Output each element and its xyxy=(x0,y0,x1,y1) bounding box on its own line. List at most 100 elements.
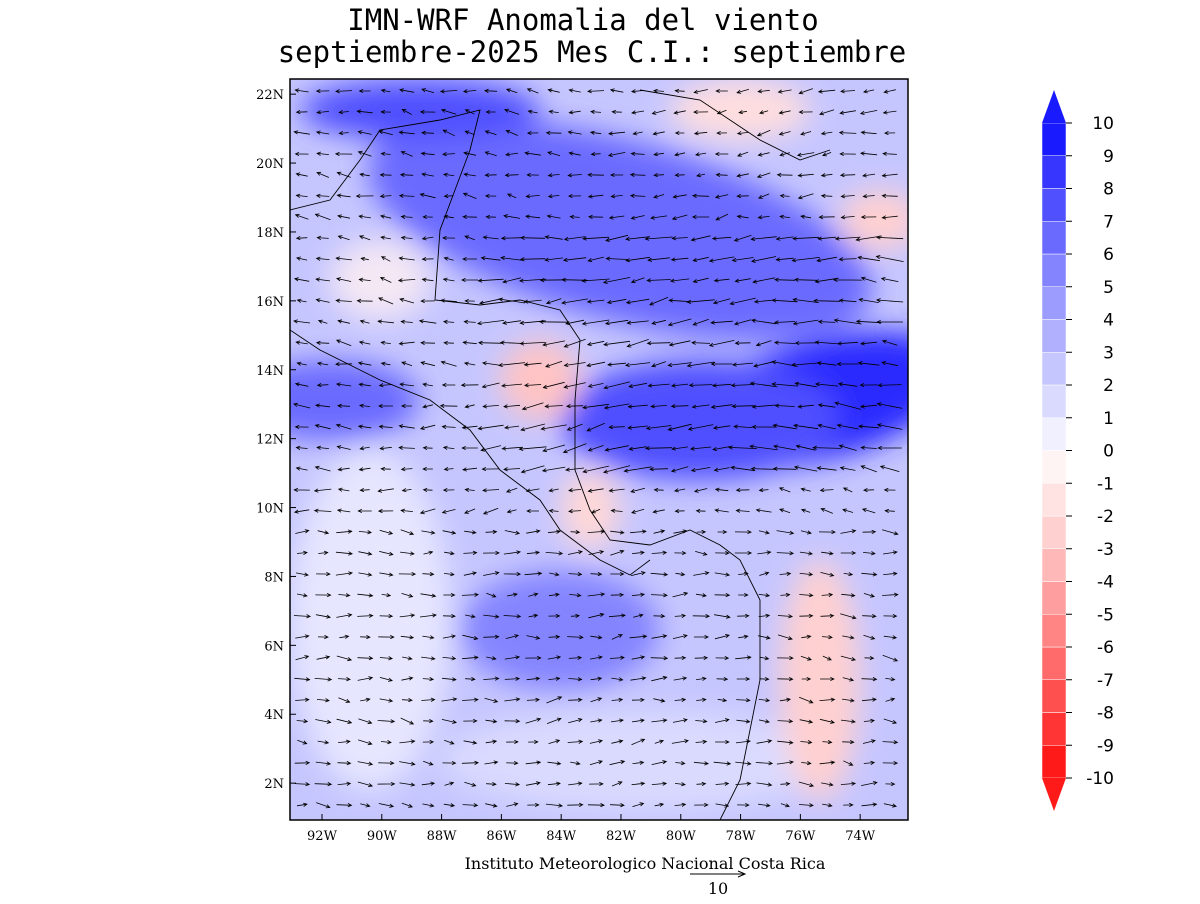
wind-vector xyxy=(526,130,539,136)
wind-vector xyxy=(653,88,665,93)
colorbar-bin xyxy=(1041,221,1067,255)
wind-vector xyxy=(356,298,373,303)
wind-vector xyxy=(504,108,520,115)
wind-vector xyxy=(337,214,351,219)
wind-vector xyxy=(882,654,899,662)
lon-tick-label: 90W xyxy=(367,829,398,844)
wind-vector xyxy=(503,550,522,555)
wind-vector xyxy=(861,508,876,514)
wind-vector xyxy=(883,635,898,640)
wind-vector xyxy=(861,781,878,786)
wind-vector xyxy=(632,760,645,765)
wind-vector xyxy=(734,529,752,535)
wind-vector xyxy=(857,361,880,366)
wind-vector xyxy=(547,194,560,199)
wind-vector xyxy=(586,299,605,304)
wind-vector xyxy=(295,634,310,639)
wind-vector xyxy=(563,338,586,348)
wind-vector xyxy=(336,803,353,808)
wind-vector xyxy=(670,404,689,409)
wind-vector xyxy=(464,530,477,535)
wind-vector xyxy=(505,129,518,136)
wind-vector xyxy=(442,445,455,450)
wind-vector xyxy=(736,88,750,94)
wind-vector xyxy=(400,214,413,219)
wind-vector xyxy=(738,634,749,639)
wind-vector xyxy=(693,634,710,640)
wind-vector xyxy=(380,109,391,115)
wind-vector xyxy=(462,655,479,660)
wind-vector xyxy=(654,739,665,744)
wind-vector xyxy=(864,655,875,661)
wind-vector xyxy=(400,551,415,556)
colorbar-bin xyxy=(1041,188,1067,222)
wind-vector xyxy=(711,236,732,241)
wind-vector xyxy=(687,424,714,431)
wind-vector xyxy=(756,739,773,744)
wind-vector xyxy=(523,383,542,388)
wind-vector xyxy=(691,214,710,220)
wind-vector xyxy=(630,151,645,156)
wind-vector xyxy=(568,572,583,577)
wind-vector xyxy=(316,655,331,660)
wind-vector xyxy=(540,424,567,431)
wind-vector xyxy=(582,236,610,241)
wind-vector xyxy=(462,192,477,199)
wind-vector xyxy=(442,172,455,177)
wind-vector xyxy=(358,88,371,94)
wind-vector xyxy=(518,446,547,451)
wind-vector xyxy=(631,655,646,660)
wind-vector xyxy=(647,257,670,262)
wind-vector xyxy=(377,488,394,493)
wind-vector xyxy=(484,697,499,703)
wind-vector xyxy=(400,319,413,324)
wind-vector xyxy=(400,508,413,513)
wind-vector xyxy=(840,719,856,724)
wind-vector xyxy=(631,592,646,597)
field-patches xyxy=(290,80,908,810)
wind-vector xyxy=(481,466,500,472)
wind-vector xyxy=(630,89,645,94)
wind-vector xyxy=(817,423,836,430)
wind-vector xyxy=(441,382,456,388)
colorbar-bin xyxy=(1041,352,1067,386)
wind-vector xyxy=(357,150,372,157)
colorbar-label: -2 xyxy=(1097,507,1114,527)
wind-vector xyxy=(610,718,624,723)
wind-vector xyxy=(693,488,708,493)
wind-vector xyxy=(336,613,353,618)
wind-vector xyxy=(797,404,814,409)
wind-vector xyxy=(714,572,731,577)
wind-vector xyxy=(692,318,709,326)
wind-vector xyxy=(814,277,839,284)
wind-vector xyxy=(484,172,497,178)
wind-vector xyxy=(758,803,771,808)
lat-tick-label: 12N xyxy=(256,433,284,448)
wind-vector xyxy=(653,194,665,199)
wind-vector xyxy=(736,676,751,682)
wind-vector xyxy=(400,151,413,157)
wind-vector xyxy=(358,403,371,408)
wind-vector xyxy=(505,487,518,493)
wind-vector xyxy=(778,487,791,493)
wind-vector xyxy=(882,151,897,156)
wind-vector xyxy=(439,403,458,408)
wind-vector xyxy=(547,655,562,660)
wind-vector xyxy=(884,508,895,513)
wind-vector xyxy=(692,256,709,262)
wind-vector xyxy=(609,803,625,808)
wind-vector xyxy=(422,739,435,745)
wind-vector xyxy=(422,382,433,387)
wind-vector xyxy=(818,215,835,220)
wind-vector xyxy=(862,194,875,199)
wind-vector xyxy=(820,676,835,682)
wind-vector xyxy=(686,361,715,368)
wind-vector xyxy=(545,551,564,556)
wind-vector xyxy=(335,551,354,556)
wind-vector xyxy=(399,613,416,618)
wind-vector xyxy=(651,319,666,325)
wind-vector xyxy=(377,781,396,787)
wind-vector xyxy=(524,151,541,156)
wind-vector xyxy=(379,277,392,283)
wind-vector xyxy=(483,634,500,639)
